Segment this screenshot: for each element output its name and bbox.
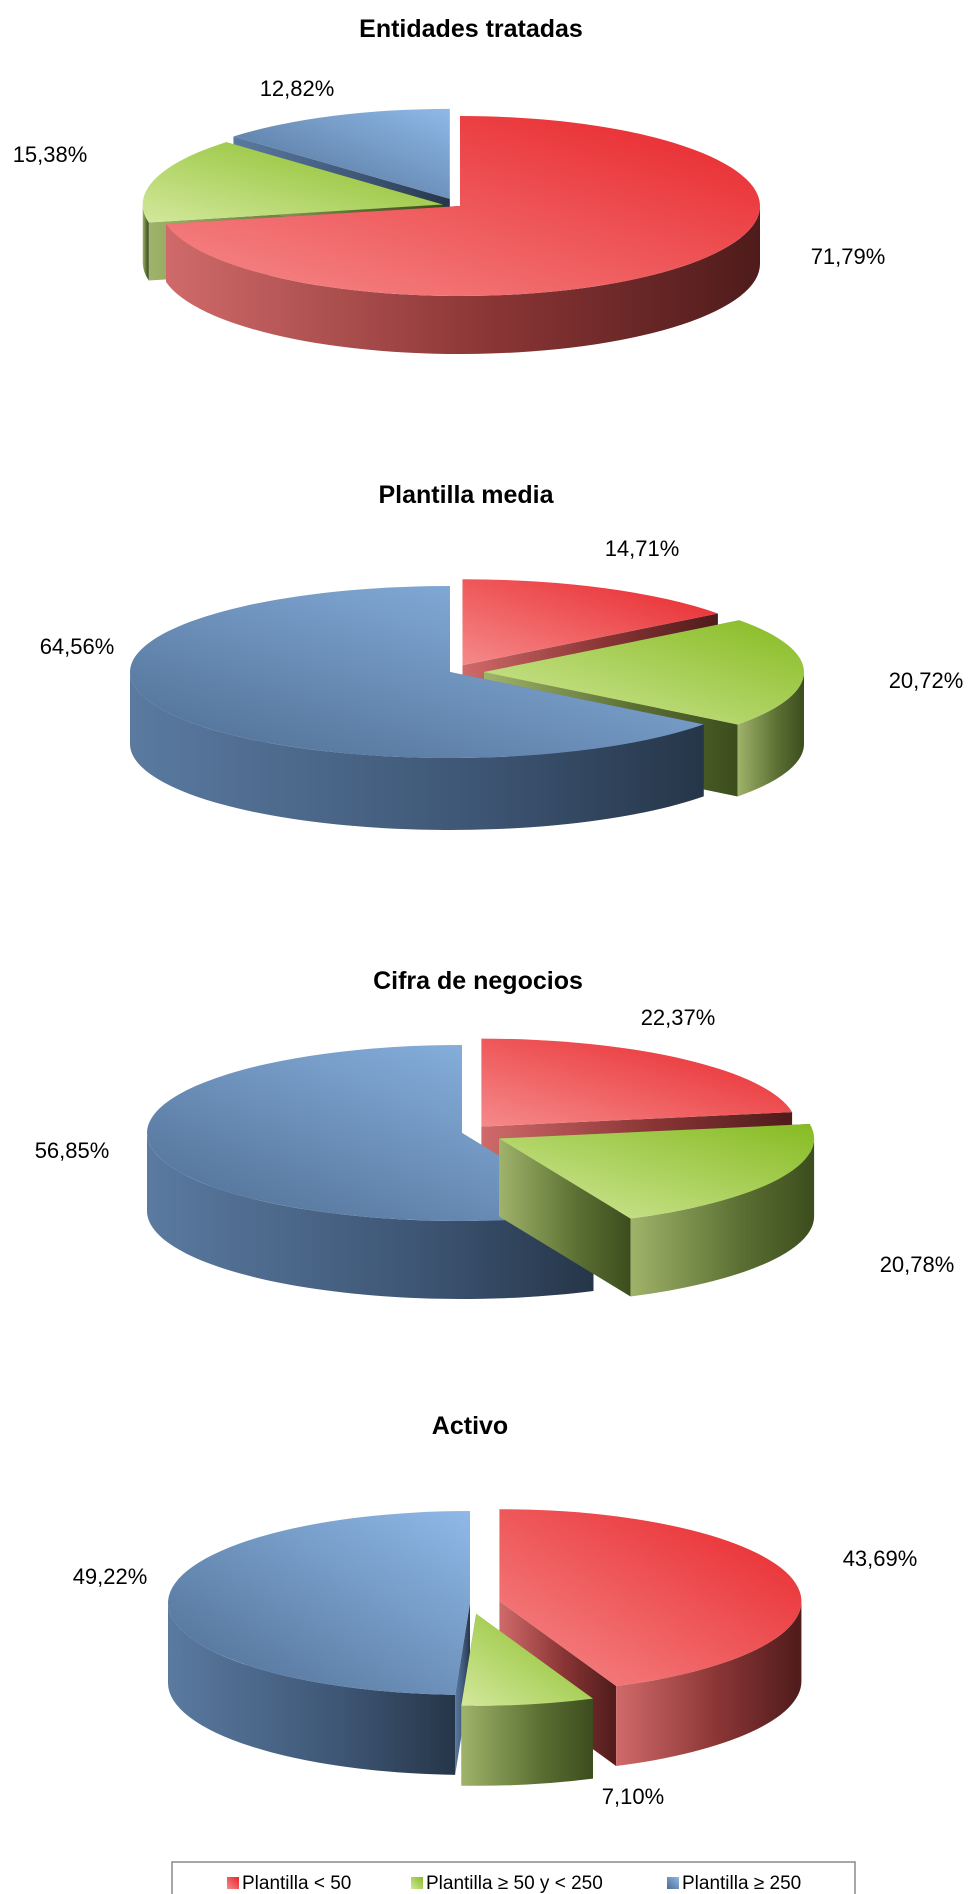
slice-top-face bbox=[461, 1613, 593, 1706]
slice-side-wall bbox=[737, 672, 804, 797]
slice-value-label: 43,69% bbox=[843, 1546, 918, 1571]
slice-side-wall bbox=[146, 1133, 594, 1299]
legend-swatch-green bbox=[411, 1877, 423, 1889]
slice-top-face bbox=[166, 116, 761, 296]
slice-plantilla-gte-250 bbox=[129, 586, 704, 830]
slice-side-wall bbox=[167, 1603, 456, 1775]
pie-chart-activo: Activo 43,69% 7,10% 49,22% bbox=[73, 1412, 918, 1809]
slice-top-face bbox=[129, 586, 704, 758]
slice-plantilla-lt-50 bbox=[166, 116, 761, 354]
slice-top-face bbox=[233, 108, 450, 199]
slice-side-wall bbox=[142, 204, 149, 281]
legend: Plantilla < 50 Plantilla ≥ 50 y < 250 Pl… bbox=[171, 1861, 856, 1894]
slice-value-label: 49,22% bbox=[73, 1564, 148, 1589]
chart-title: Activo bbox=[432, 1412, 508, 1440]
pie-chart-cifra-de-negocios: Cifra de negocios 22,37% 20,78% 56,85% bbox=[35, 967, 955, 1299]
slice-top-face bbox=[142, 142, 443, 223]
chart-title: Cifra de negocios bbox=[373, 967, 583, 995]
pie-slices bbox=[142, 108, 761, 354]
slice-top-face bbox=[499, 1124, 815, 1219]
slice-value-label: 71,79% bbox=[811, 244, 886, 269]
slice-value-label: 7,10% bbox=[602, 1784, 664, 1809]
chart-title: Plantilla media bbox=[378, 481, 554, 509]
slice-value-label: 15,38% bbox=[13, 142, 88, 167]
slice-side-wall bbox=[616, 1601, 802, 1767]
pie-chart-entidades-tratadas: Entidades tratadas 71,79% 15,38% 12,82% bbox=[13, 15, 886, 354]
slice-top-face bbox=[483, 620, 804, 725]
pie-slices bbox=[129, 579, 804, 830]
legend-label: Plantilla ≥ 250 bbox=[682, 1873, 801, 1894]
pie-slices bbox=[167, 1509, 802, 1786]
slice-side-wall bbox=[461, 1698, 593, 1786]
slice-value-label: 64,56% bbox=[40, 634, 115, 659]
slice-value-label: 12,82% bbox=[260, 76, 335, 101]
slice-side-wall bbox=[130, 672, 704, 830]
slice-plantilla-50-250 bbox=[499, 1124, 815, 1297]
chart-title: Entidades tratadas bbox=[359, 15, 583, 43]
slice-top-face bbox=[168, 1511, 470, 1695]
slice-value-label: 20,72% bbox=[889, 668, 964, 693]
legend-label: Plantilla < 50 bbox=[242, 1873, 351, 1894]
legend-swatch-red bbox=[227, 1877, 239, 1889]
slice-top-face bbox=[462, 579, 718, 666]
slice-value-label: 20,78% bbox=[880, 1252, 955, 1277]
pie-slices bbox=[146, 1038, 815, 1299]
slice-top-face bbox=[499, 1509, 802, 1687]
slice-side-wall bbox=[630, 1138, 815, 1297]
slice-cut-face bbox=[499, 1138, 631, 1297]
legend-frame bbox=[171, 1861, 856, 1894]
slice-plantilla-50-250 bbox=[461, 1613, 593, 1786]
legend-label: Plantilla ≥ 50 y < 250 bbox=[426, 1873, 603, 1894]
legend-swatch-blue bbox=[667, 1877, 679, 1889]
slice-value-label: 22,37% bbox=[641, 1005, 716, 1030]
pie-chart-plantilla-media: Plantilla media 14,71% 20,72% 64,56% bbox=[40, 481, 964, 830]
slice-top-face bbox=[481, 1038, 793, 1127]
slice-value-label: 14,71% bbox=[605, 536, 680, 561]
slice-side-wall bbox=[166, 206, 761, 354]
slice-top-face bbox=[147, 1045, 594, 1221]
slice-cut-face bbox=[455, 1603, 470, 1775]
slice-value-label: 56,85% bbox=[35, 1138, 110, 1163]
slice-plantilla-gte-250 bbox=[167, 1511, 470, 1775]
